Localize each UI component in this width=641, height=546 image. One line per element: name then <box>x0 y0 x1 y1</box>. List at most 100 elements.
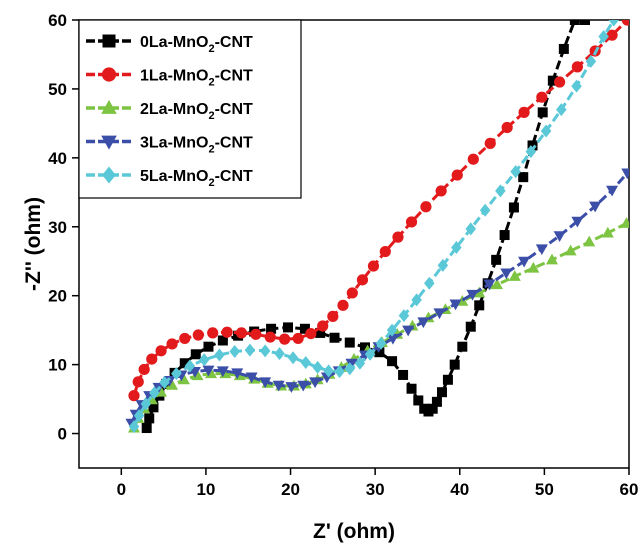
data-point <box>585 54 597 68</box>
data-point <box>598 30 609 44</box>
data-point <box>141 423 152 434</box>
data-point <box>184 359 196 373</box>
y-tick-label: 60 <box>48 11 67 30</box>
y-axis-label: -Z'' (ohm) <box>22 197 45 291</box>
y-tick-label: 10 <box>48 356 67 375</box>
legend: 0La-MnO2-CNT 1La-MnO2-CNT 2La-MnO2-CNT 3La-… <box>78 19 302 199</box>
data-point <box>132 376 144 388</box>
plot-frame <box>78 19 630 469</box>
data-point <box>386 323 398 337</box>
data-point <box>155 345 167 357</box>
data-point <box>483 279 496 291</box>
data-point <box>283 322 293 333</box>
data-point <box>133 409 145 423</box>
data-point <box>272 380 285 392</box>
data-point <box>427 403 438 414</box>
data-point <box>606 185 619 197</box>
data-point <box>177 373 190 385</box>
data-point <box>558 43 569 54</box>
data-point <box>229 345 240 359</box>
x-tick-label: 20 <box>281 480 300 499</box>
y-tick-label: 50 <box>48 80 67 99</box>
data-point <box>508 202 519 213</box>
y-tick-label: 40 <box>48 149 67 168</box>
data-point <box>360 342 370 353</box>
x-tick-label: 0 <box>117 480 126 499</box>
data-point <box>510 165 521 179</box>
x-axis-label: Z' (ohm) <box>313 520 395 543</box>
data-point <box>379 245 391 258</box>
x-tick-label: 30 <box>366 480 385 499</box>
data-point <box>203 341 214 352</box>
data-point <box>417 317 430 329</box>
data-point <box>259 344 271 358</box>
x-tick-label: 10 <box>196 480 215 499</box>
data-point <box>198 353 210 367</box>
data-point <box>518 172 529 183</box>
data-point <box>437 387 447 398</box>
data-point <box>457 341 468 352</box>
legend-item: 0La-MnO2-CNT <box>86 34 253 55</box>
data-point <box>138 363 150 376</box>
data-point <box>411 293 422 307</box>
data-point <box>467 153 479 165</box>
data-point <box>300 356 312 370</box>
data-point <box>312 360 323 374</box>
data-point <box>231 368 244 380</box>
data-point <box>374 347 385 358</box>
x-tick-label: 50 <box>535 480 554 499</box>
data-point <box>580 20 590 25</box>
data-point <box>179 358 190 369</box>
data-point <box>345 358 358 370</box>
legend-label: 3La-MnO2-CNT <box>140 135 253 156</box>
data-point <box>214 348 225 362</box>
data-point <box>433 308 446 320</box>
data-point <box>329 332 340 343</box>
y-tick-label: 30 <box>48 218 67 237</box>
data-point <box>356 274 369 286</box>
data-point <box>346 287 358 299</box>
data-point <box>323 364 334 378</box>
data-point <box>571 61 583 73</box>
data-point <box>620 217 629 228</box>
data-point <box>449 299 462 311</box>
data-point <box>166 338 178 350</box>
y-tick-label: 0 <box>58 425 67 444</box>
data-point <box>601 226 614 238</box>
legend-label: 0La-MnO2-CNT <box>140 34 253 55</box>
data-point <box>501 121 513 134</box>
data-point <box>589 201 602 213</box>
data-point <box>465 321 476 332</box>
data-point <box>556 103 567 117</box>
data-point <box>179 332 191 345</box>
legend-item: 3La-MnO2-CNT <box>86 135 253 156</box>
data-point <box>398 369 409 380</box>
data-point <box>354 356 366 370</box>
data-point <box>146 353 158 365</box>
data-point <box>473 286 486 298</box>
legend-label: 1La-MnO2-CNT <box>140 68 253 89</box>
data-point <box>279 333 291 345</box>
data-point <box>621 20 629 26</box>
data-point <box>367 260 380 272</box>
data-point <box>491 254 502 265</box>
x-tick-label: 60 <box>620 480 639 499</box>
data-point <box>375 336 387 350</box>
data-point <box>266 323 277 334</box>
data-point <box>569 20 580 25</box>
data-point <box>484 137 496 149</box>
data-point <box>274 347 285 361</box>
series-1 <box>128 20 629 402</box>
data-point <box>287 351 299 365</box>
data-point <box>583 235 596 247</box>
data-point <box>264 331 276 343</box>
data-point <box>525 145 537 159</box>
series-3 <box>125 168 629 430</box>
data-point <box>344 362 356 376</box>
data-point <box>437 258 449 272</box>
data-point <box>564 244 577 256</box>
data-point <box>392 231 404 243</box>
data-point <box>424 276 435 290</box>
data-point <box>442 374 453 385</box>
data-point <box>235 327 248 339</box>
